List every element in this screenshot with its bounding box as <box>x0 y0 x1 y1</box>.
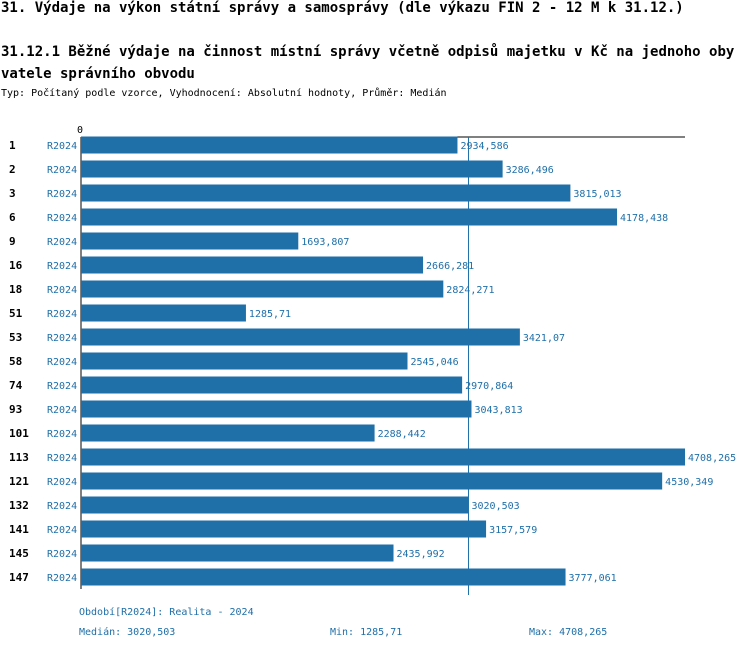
data-label: 4178,438 <box>620 213 668 224</box>
category-label: 147 <box>9 571 29 584</box>
series-label: R2024 <box>47 525 77 536</box>
category-label: 53 <box>9 331 22 344</box>
series-label: R2024 <box>47 309 77 320</box>
bar <box>81 232 299 250</box>
data-label: 1285,71 <box>249 309 291 320</box>
axis-origin-label: 0 <box>77 125 83 136</box>
category-label: 6 <box>9 211 16 224</box>
bar <box>81 400 472 418</box>
series-label: R2024 <box>47 405 77 416</box>
series-label: R2024 <box>47 573 77 584</box>
series-label: R2024 <box>47 285 77 296</box>
data-label: 2824,271 <box>446 285 494 296</box>
series-label: R2024 <box>47 237 77 248</box>
series-label: R2024 <box>47 381 77 392</box>
footer-min: Min: 1285,71 <box>330 627 403 638</box>
series-label: R2024 <box>47 357 77 368</box>
bar <box>81 424 375 442</box>
series-label: R2024 <box>47 333 77 344</box>
bar <box>81 256 424 274</box>
bar <box>81 496 469 514</box>
footer-median: Medián: 3020,503 <box>79 627 176 638</box>
data-label: 3020,503 <box>471 501 519 512</box>
bar <box>81 376 463 394</box>
bar <box>81 448 685 466</box>
series-label: R2024 <box>47 549 77 560</box>
category-label: 18 <box>9 283 22 296</box>
category-label: 113 <box>9 451 29 464</box>
category-label: 121 <box>9 475 29 488</box>
series-label: R2024 <box>47 453 77 464</box>
category-label: 51 <box>9 307 23 320</box>
series-label: R2024 <box>47 477 77 488</box>
category-label: 101 <box>9 427 29 440</box>
data-label: 1693,807 <box>301 237 349 248</box>
bar <box>81 208 618 226</box>
series-label: R2024 <box>47 429 77 440</box>
footer-period: Období[R2024]: Realita - 2024 <box>79 607 254 618</box>
bar <box>81 352 408 370</box>
category-label: 3 <box>9 187 16 200</box>
series-label: R2024 <box>47 501 77 512</box>
data-label: 2666,281 <box>426 261 474 272</box>
category-label: 58 <box>9 355 22 368</box>
data-label: 3421,07 <box>523 333 565 344</box>
data-label: 2545,046 <box>410 357 458 368</box>
series-label: R2024 <box>47 141 77 152</box>
bar <box>81 328 520 346</box>
data-label: 2435,992 <box>397 549 445 560</box>
category-label: 16 <box>9 259 23 272</box>
bar-chart: 0 1 R2024 2934,586 2 R2024 3286,496 3 R2024 3815,… <box>9 125 736 595</box>
bar <box>81 280 444 298</box>
bar <box>81 184 571 202</box>
data-label: 3815,013 <box>573 189 621 200</box>
category-label: 132 <box>9 499 29 512</box>
data-label: 3157,579 <box>489 525 537 536</box>
data-label: 2970,864 <box>465 381 513 392</box>
category-label: 9 <box>9 235 16 248</box>
series-label: R2024 <box>47 165 77 176</box>
page-title: 31. Výdaje na výkon státní správy a samo… <box>1 0 684 16</box>
bar <box>81 160 503 178</box>
data-label: 4708,265 <box>688 453 736 464</box>
category-label: 1 <box>9 139 16 152</box>
data-label: 4530,349 <box>665 477 713 488</box>
data-label: 3286,496 <box>506 165 554 176</box>
category-label: 141 <box>9 523 29 536</box>
category-label: 93 <box>9 403 22 416</box>
chart-title: 31.12.1 Běžné výdaje na činnost místní s… <box>1 44 735 82</box>
bar <box>81 544 394 562</box>
category-label: 74 <box>9 379 23 392</box>
category-label: 145 <box>9 547 29 560</box>
series-label: R2024 <box>47 261 77 272</box>
bar <box>81 304 246 322</box>
data-label: 2288,442 <box>378 429 426 440</box>
category-label: 2 <box>9 163 16 176</box>
bar <box>81 568 566 586</box>
chart-description: Typ: Počítaný podle vzorce, Vyhodnocení:… <box>1 88 447 99</box>
data-label: 2934,586 <box>460 141 508 152</box>
bar <box>81 136 458 154</box>
bar <box>81 472 663 490</box>
bar <box>81 520 487 538</box>
data-label: 3043,813 <box>474 405 522 416</box>
footer-max: Max: 4708,265 <box>529 627 608 638</box>
series-label: R2024 <box>47 213 77 224</box>
data-label: 3777,061 <box>569 573 617 584</box>
series-label: R2024 <box>47 189 77 200</box>
